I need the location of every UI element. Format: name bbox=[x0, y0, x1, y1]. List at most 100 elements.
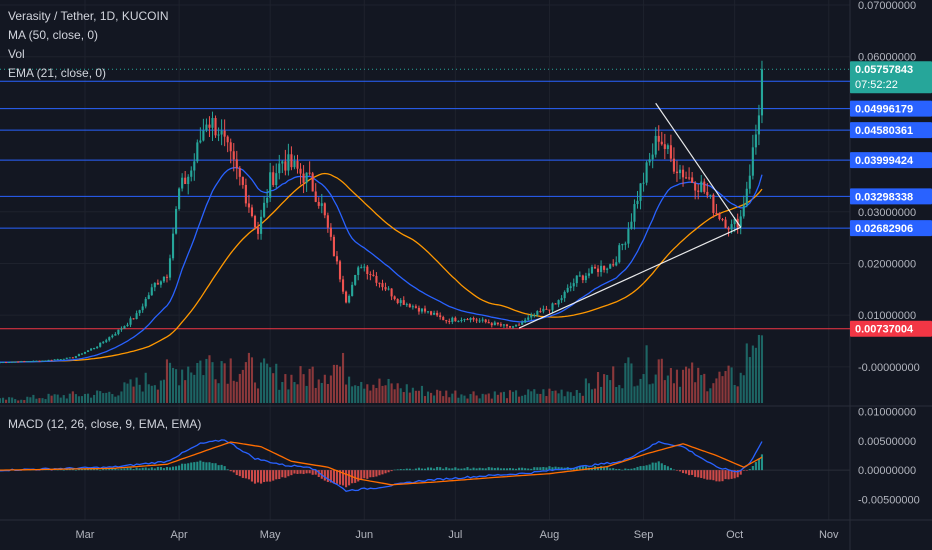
macd-histogram-bar bbox=[624, 468, 627, 471]
volume-bar bbox=[706, 391, 709, 403]
macd-histogram-bar bbox=[545, 467, 548, 471]
trendlines[interactable] bbox=[518, 102, 742, 329]
volume-bar bbox=[317, 379, 320, 403]
volume-bar bbox=[250, 357, 254, 403]
volume-bar bbox=[111, 394, 114, 403]
horizontal-levels[interactable] bbox=[0, 68, 850, 330]
ema-21-line bbox=[0, 167, 763, 363]
volume-bar bbox=[600, 386, 603, 403]
price-tick-label: 0.01000000 bbox=[858, 310, 916, 322]
macd-histogram-bar bbox=[86, 469, 90, 471]
candle-body bbox=[56, 359, 59, 361]
level-tag-2-bg bbox=[850, 122, 932, 139]
macd-histogram-bar bbox=[196, 461, 199, 471]
macd-histogram-bar bbox=[293, 470, 296, 474]
volume-bar bbox=[405, 384, 408, 403]
macd-histogram-bar bbox=[484, 468, 487, 471]
candle-body bbox=[23, 361, 26, 363]
candle-body bbox=[26, 361, 29, 363]
volume-bar bbox=[229, 358, 232, 403]
candle-body bbox=[703, 181, 706, 192]
volume-bar bbox=[144, 372, 147, 403]
volume-bar bbox=[715, 378, 718, 403]
macd-histogram-bar bbox=[175, 466, 178, 471]
volume-bar bbox=[299, 366, 302, 403]
volume-bar bbox=[171, 367, 175, 403]
countdown-tag: 07:52:22 bbox=[855, 79, 898, 91]
volume-bar bbox=[77, 396, 80, 403]
macd-histogram-bar bbox=[326, 470, 329, 483]
candle-body bbox=[536, 311, 539, 315]
macd-histogram-bar bbox=[681, 470, 685, 474]
volume-bar bbox=[284, 374, 287, 403]
macd-histogram-bar bbox=[229, 470, 232, 472]
macd-legend[interactable]: MACD (12, 26, close, 9, EMA, EMA) bbox=[8, 417, 202, 431]
candle-body bbox=[93, 348, 96, 350]
macd-histogram-bar bbox=[190, 462, 193, 471]
macd-histogram-bar bbox=[150, 467, 153, 471]
volume-bars bbox=[0, 334, 764, 403]
candle-body bbox=[384, 287, 387, 290]
macd-histogram-bar bbox=[657, 461, 660, 471]
candle-body bbox=[223, 130, 226, 137]
volume-bar bbox=[381, 385, 384, 403]
vol-legend[interactable]: Vol bbox=[8, 47, 25, 61]
volume-bar bbox=[709, 388, 712, 403]
macd-histogram-bar bbox=[369, 470, 372, 478]
price-tags: 0.055250210.049961790.045803610.03999424… bbox=[850, 61, 932, 337]
macd-histogram-bar bbox=[639, 466, 642, 471]
symbol-title[interactable]: Verasity / Tether, 1D, KUCOIN bbox=[8, 9, 169, 23]
price-tick-label: 0.07000000 bbox=[858, 0, 916, 12]
candle-body bbox=[290, 154, 293, 168]
candle-body bbox=[44, 360, 47, 362]
candle-body bbox=[518, 324, 521, 326]
candle-body bbox=[29, 361, 32, 363]
candle-body bbox=[275, 173, 278, 186]
volume-bar bbox=[90, 397, 93, 403]
macd-histogram-bar bbox=[129, 467, 132, 471]
candle-body bbox=[681, 169, 685, 178]
ema-legend[interactable]: EMA (21, close, 0) bbox=[8, 66, 107, 80]
macd-histogram-bar bbox=[74, 470, 77, 471]
macd-histogram-bar bbox=[442, 468, 445, 471]
volume-bar bbox=[38, 398, 41, 403]
candle-body bbox=[511, 326, 515, 328]
candle-body bbox=[433, 312, 436, 315]
macd-histogram-bar bbox=[630, 468, 633, 471]
candle-body bbox=[71, 357, 74, 359]
volume-bar bbox=[399, 388, 402, 403]
macd-histogram-bar bbox=[345, 470, 348, 488]
macd-histogram-bar bbox=[393, 469, 396, 471]
volume-bar bbox=[232, 380, 235, 403]
candle-body bbox=[706, 191, 709, 196]
candle-body bbox=[99, 342, 102, 347]
candle-body bbox=[272, 172, 275, 186]
candle-body bbox=[505, 324, 509, 327]
volume-bar bbox=[712, 383, 715, 403]
level-tag-5: 0.02682906 bbox=[855, 223, 913, 235]
volume-bar bbox=[481, 393, 484, 403]
candle-body bbox=[657, 135, 660, 142]
candle-body bbox=[357, 267, 360, 275]
candle-body bbox=[144, 298, 147, 307]
candle-body bbox=[609, 264, 612, 269]
candle-body bbox=[181, 177, 184, 189]
macd-histogram-bar bbox=[287, 470, 290, 477]
volume-bar bbox=[260, 362, 263, 403]
volume-bar bbox=[603, 374, 606, 403]
candle-body bbox=[642, 182, 645, 184]
candle-body bbox=[108, 337, 111, 341]
macd-histogram-bar bbox=[575, 467, 578, 471]
candle-body bbox=[402, 300, 405, 305]
volume-bar bbox=[202, 375, 205, 403]
volume-bar bbox=[536, 393, 539, 403]
candle-body bbox=[135, 313, 138, 320]
candle-body bbox=[393, 296, 396, 300]
macd-histogram-bar bbox=[299, 470, 302, 474]
candle-body bbox=[193, 161, 196, 171]
ma-legend[interactable]: MA (50, close, 0) bbox=[8, 28, 99, 42]
candle-body bbox=[247, 203, 250, 208]
macd-histogram-bar bbox=[263, 470, 266, 483]
macd-histogram-bar bbox=[93, 468, 96, 471]
